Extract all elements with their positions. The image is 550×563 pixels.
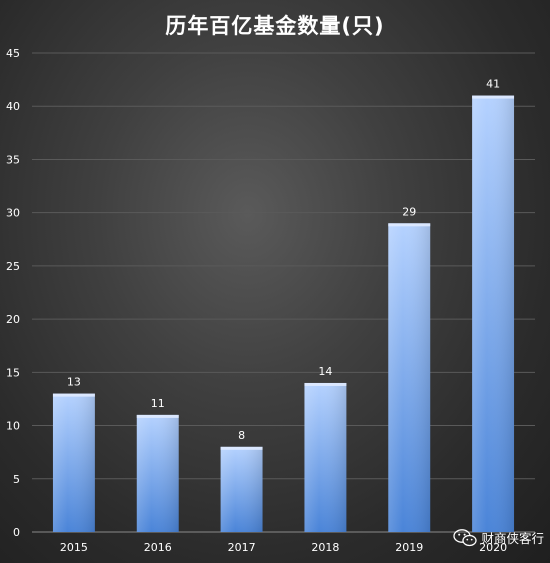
grid-lines: [32, 52, 535, 480]
bar-shading: [136, 414, 179, 532]
data-label: 14: [318, 365, 332, 378]
bar-shading: [388, 223, 431, 533]
axes: 0 5 10 15 20 25 30 35 40 45 2015 2016 2017 2018 2019 20…: [6, 47, 535, 554]
y-tick-label: 35: [6, 153, 20, 166]
chart-title: 历年百亿基金数量(只): [165, 14, 385, 38]
y-tick-label: 5: [13, 473, 20, 486]
watermark-text: 财商侠客行: [481, 531, 544, 546]
bars: [52, 95, 515, 533]
data-label: 13: [67, 376, 81, 389]
y-tick-label: 40: [6, 100, 20, 113]
data-label: 29: [402, 205, 416, 218]
x-tick-label: 2016: [144, 541, 172, 554]
x-tick-label: 2015: [60, 541, 88, 554]
y-tick-label: 10: [6, 420, 20, 433]
x-tick-label: 2017: [228, 541, 256, 554]
watermark: 财商侠客行: [453, 528, 544, 547]
bar-top-cap: [304, 382, 347, 386]
x-tick-label: 2019: [395, 541, 423, 554]
data-labels: 13 11 8 14 29 41: [67, 78, 500, 442]
x-tick-label: 2018: [311, 541, 339, 554]
bar-shading: [472, 95, 515, 533]
bar-top-cap: [52, 393, 95, 397]
x-tick-label: 2020: [479, 541, 507, 554]
data-label: 41: [486, 78, 500, 91]
wechat-icon: [453, 528, 478, 546]
y-tick-label: 30: [6, 207, 20, 220]
data-label: 11: [151, 397, 165, 410]
bar-top-cap: [220, 446, 263, 450]
y-tick-label: 0: [13, 526, 20, 539]
bar-top-cap: [388, 223, 431, 227]
y-tick-label: 20: [6, 313, 20, 326]
y-tick-label: 15: [6, 366, 20, 379]
bar-shading: [304, 382, 347, 532]
bar-shading: [52, 393, 95, 532]
bar-top-cap: [472, 95, 515, 99]
y-tick-label: 45: [6, 47, 20, 60]
y-tick-label: 25: [6, 260, 20, 273]
bar-shading: [220, 446, 263, 532]
data-label: 8: [238, 429, 245, 442]
bar-top-cap: [136, 414, 179, 418]
